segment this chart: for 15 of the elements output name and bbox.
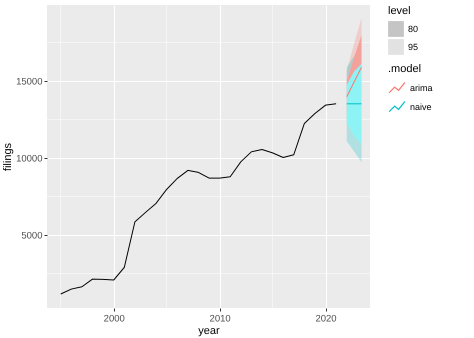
x-tick-label: 2000 [104,314,125,324]
text: 80 [408,24,418,34]
line-series [60,103,337,294]
legend-label: naive [410,102,432,112]
y-tick-label: 10000 [16,154,42,165]
legend-label: arima [410,83,433,93]
y-axis-title: filings [2,142,14,172]
text: 95 [408,42,418,52]
text: level [388,5,411,17]
text: .model [388,63,422,75]
x-axis-title: year [198,325,220,337]
y-tick-label: 5000 [21,230,42,242]
y-tick-label: 15000 [16,76,42,88]
x-tick-label: 2020 [315,314,337,324]
x-tick-label: 2010 [210,314,231,324]
